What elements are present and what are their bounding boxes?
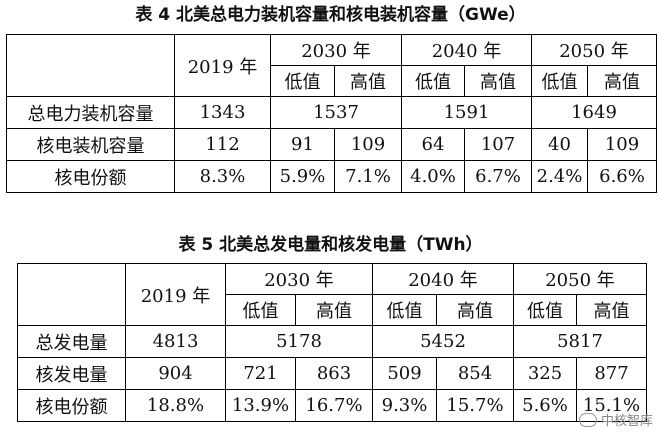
cell-2030: 5178 <box>225 325 373 358</box>
cell-2050-high: 109 <box>587 128 657 161</box>
table5-col-2040: 2040 年 <box>372 263 514 295</box>
cell-2019: 1343 <box>174 96 271 129</box>
table5-header-row-1: 2019 年 2030 年 2040 年 2050 年 <box>17 263 647 326</box>
table-row: 核电份额 18.8% 13.9% 16.7% 9.3% 15.7% 5.6% 1… <box>17 389 647 422</box>
table-row: 总电力装机容量 1343 1537 1591 1649 <box>6 96 657 129</box>
cell-2050-high: 6.6% <box>587 160 657 193</box>
row-label: 总电力装机容量 <box>6 96 175 129</box>
cell-2050-low: 5.6% <box>513 389 577 422</box>
table5-2030-low: 低值 <box>225 294 296 326</box>
table4-2030-high: 高值 <box>334 65 402 97</box>
cell-2030-low: 5.9% <box>270 160 335 193</box>
cell-2050-high: 15.1% <box>576 389 647 422</box>
table5-title: 表 5 北美总发电量和核发电量（TWh） <box>178 235 483 255</box>
cell-2040: 1591 <box>401 96 532 129</box>
cell-2040-high: 854 <box>436 357 514 390</box>
cell-2019: 8.3% <box>174 160 271 193</box>
row-label: 核电装机容量 <box>6 128 175 161</box>
table5-2040-high: 高值 <box>436 294 514 326</box>
table5-header-row-2: 低值 高值 低值 高值 低值 高值 <box>18 294 647 326</box>
table4-col-2019: 2019 年 <box>174 34 271 97</box>
cell-2030-high: 16.7% <box>295 389 373 422</box>
row-label: 核电份额 <box>6 160 175 193</box>
cell-2019: 112 <box>174 128 271 161</box>
table5-2050-low: 低值 <box>513 294 577 326</box>
cell-2040-low: 64 <box>401 128 465 161</box>
table4-2040-high: 高值 <box>464 65 532 97</box>
cell-2030-low: 721 <box>225 357 296 390</box>
table-row: 核发电量 904 721 863 509 854 325 877 <box>17 357 647 390</box>
cell-2050-high: 877 <box>576 357 647 390</box>
table4-col-2030: 2030 年 <box>270 34 402 66</box>
cell-2030-high: 863 <box>295 357 373 390</box>
cell-2030-low: 91 <box>270 128 335 161</box>
watermark: 中核智库 <box>578 410 653 429</box>
table4-col-2050: 2050 年 <box>531 34 657 66</box>
table4-2050-low: 低值 <box>531 65 588 97</box>
cell-2050: 5817 <box>513 325 647 358</box>
row-label: 总发电量 <box>17 325 126 358</box>
table4-header-row-1: 2019 年 2030 年 2040 年 2050 年 <box>6 34 657 97</box>
cell-2040-high: 15.7% <box>436 389 514 422</box>
table5-2040-low: 低值 <box>372 294 437 326</box>
cell-2050-low: 2.4% <box>531 160 588 193</box>
table5-col-2050: 2050 年 <box>513 263 647 295</box>
row-label: 核发电量 <box>17 357 126 390</box>
table5-2050-high: 高值 <box>576 294 647 326</box>
table-row: 核电份额 8.3% 5.9% 7.1% 4.0% 6.7% 2.4% 6.6% <box>6 160 657 193</box>
cell-2019: 904 <box>125 357 226 390</box>
cell-2030-low: 13.9% <box>225 389 296 422</box>
cell-2050: 1649 <box>531 96 657 129</box>
table4-2050-high: 高值 <box>587 65 657 97</box>
table4: 2019 年 2030 年 2040 年 2050 年 低值 高值 低值 高值 … <box>6 34 657 193</box>
table5-col-2030: 2030 年 <box>225 263 373 295</box>
cell-2030-high: 109 <box>334 128 402 161</box>
cell-2030: 1537 <box>270 96 402 129</box>
cell-2019: 18.8% <box>125 389 226 422</box>
table4-2030-low: 低值 <box>270 65 335 97</box>
table5: 2019 年 2030 年 2040 年 2050 年 低值 高值 低值 高值 … <box>17 263 647 422</box>
table5-corner-cell <box>17 263 126 326</box>
table4-corner-cell <box>6 34 175 97</box>
cell-2040-high: 6.7% <box>464 160 532 193</box>
table4-col-2040: 2040 年 <box>401 34 532 66</box>
cell-2040-high: 107 <box>464 128 532 161</box>
table5-2030-high: 高值 <box>295 294 373 326</box>
cell-2050-low: 40 <box>531 128 588 161</box>
table4-title: 表 4 北美总电力装机容量和核电装机容量（GWe） <box>135 5 526 25</box>
cell-2040-low: 9.3% <box>372 389 437 422</box>
cell-2019: 4813 <box>125 325 226 358</box>
table4-2040-low: 低值 <box>401 65 465 97</box>
watermark-text: 中核智库 <box>600 414 653 429</box>
row-label: 核电份额 <box>17 389 126 422</box>
table-row: 核电装机容量 112 91 109 64 107 40 109 <box>6 128 657 161</box>
cell-2040-low: 4.0% <box>401 160 465 193</box>
cell-2040: 5452 <box>372 325 514 358</box>
cell-2040-low: 509 <box>372 357 437 390</box>
table-row: 总发电量 4813 5178 5452 5817 <box>17 325 647 358</box>
wechat-icon <box>578 412 597 427</box>
cell-2030-high: 7.1% <box>334 160 402 193</box>
table5-col-2019: 2019 年 <box>125 263 226 326</box>
cell-2050-low: 325 <box>513 357 577 390</box>
table4-header-row-2: 低值 高值 低值 高值 低值 高值 <box>7 65 657 97</box>
